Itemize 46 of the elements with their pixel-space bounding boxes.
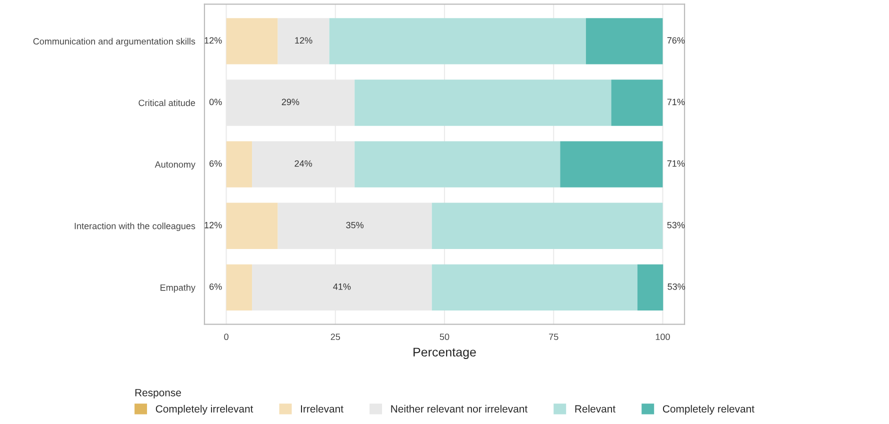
annotation: 53% (667, 222, 685, 228)
data-label: 6% (210, 283, 222, 290)
y-tick-label: Critical atitude (138, 99, 196, 106)
bar (586, 18, 663, 64)
bar (560, 141, 663, 188)
x-tick-label: 100 (656, 334, 670, 340)
legend-label: Neither relevant nor irrelevant (391, 404, 528, 413)
annotation: 53% (668, 283, 686, 290)
bar (354, 141, 560, 188)
bar (637, 264, 664, 311)
data-label: 12% (204, 222, 222, 228)
y-tick-label: Communication and argumentation skills (33, 38, 196, 46)
data-label: 6% (210, 160, 222, 167)
data-label: 41% (333, 283, 351, 290)
x-tick-label: 25 (330, 334, 340, 340)
legend-label: Completely irrelevant (156, 404, 254, 415)
data-label: 12% (204, 37, 222, 44)
annotation: 0% (209, 98, 222, 106)
bar (432, 264, 638, 311)
bar (354, 80, 612, 126)
legend-label: Irrelevant (301, 404, 344, 413)
data-label: 35% (346, 222, 364, 228)
y-tick-label: Interaction with the colleagues (74, 222, 196, 232)
bar (432, 202, 663, 249)
x-tick-label: 75 (549, 334, 558, 340)
bar (226, 264, 252, 311)
legend-title: Response (135, 389, 181, 398)
data-label: 12% (295, 37, 312, 44)
legend-label: Completely relevant (662, 404, 754, 415)
bar (278, 18, 330, 64)
x-tick-label: 50 (440, 334, 450, 340)
data-label: 29% (282, 98, 300, 106)
bar (329, 18, 586, 64)
x-axis-title: Percentage (414, 348, 476, 360)
annotation: 71% (667, 98, 685, 106)
bar (226, 202, 278, 249)
bar (226, 141, 252, 188)
legend-label: Relevant (575, 404, 616, 413)
x-tick-label: 0 (224, 334, 228, 340)
data-label: 24% (294, 160, 312, 167)
y-tick-label: Empathy (160, 284, 196, 293)
annotation: 71% (667, 160, 685, 167)
annotation: 76% (667, 37, 685, 44)
bar (226, 18, 278, 64)
y-tick-label: Autonomy (154, 161, 196, 170)
bar (611, 80, 663, 126)
